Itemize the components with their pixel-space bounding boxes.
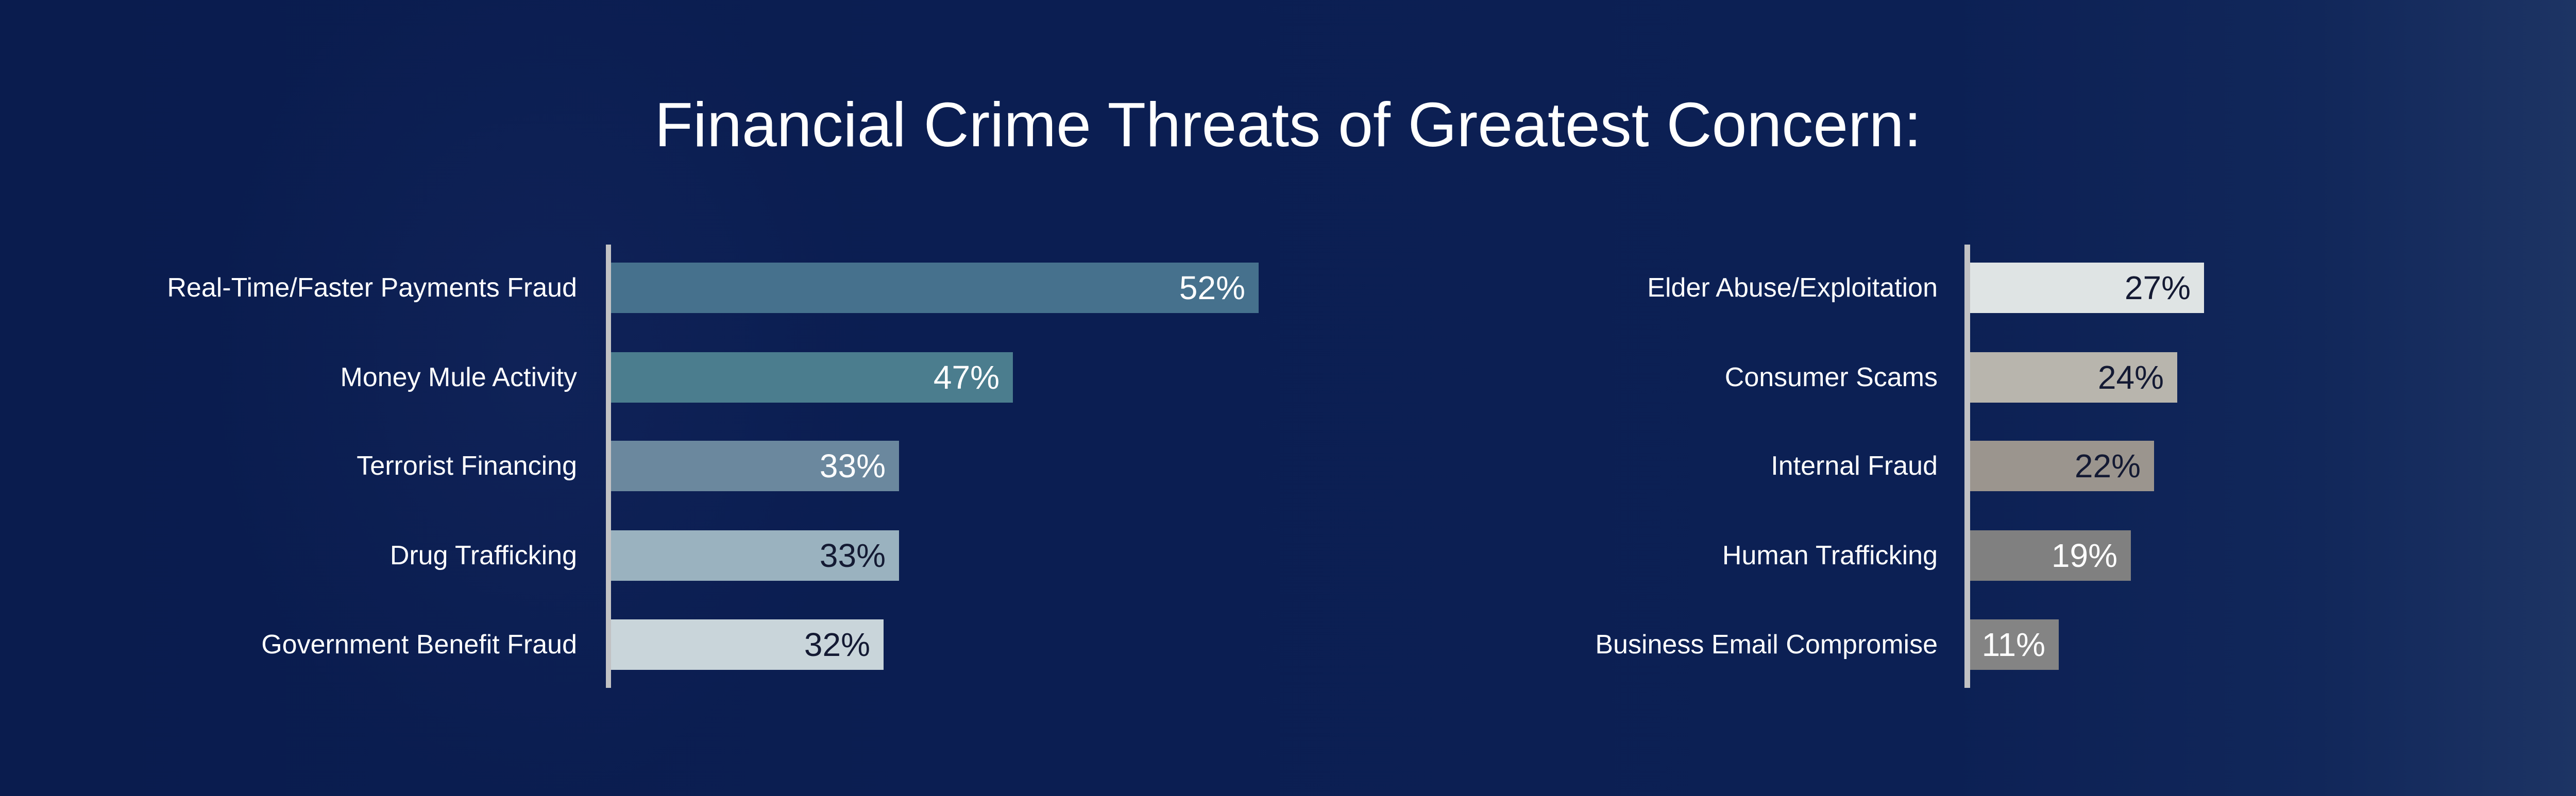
left-row-label: Drug Trafficking [389, 541, 577, 570]
left-axis-line [606, 245, 611, 688]
left-bar: 52% [611, 263, 1259, 313]
bar-value-label: 11% [1981, 626, 2045, 663]
left-row-label: Government Benefit Fraud [261, 630, 577, 660]
right-bar: 19% [1970, 530, 2131, 581]
bar-value-label: 33% [819, 537, 886, 574]
bar-value-label: 33% [819, 447, 886, 484]
bar-value-label: 27% [2124, 269, 2191, 306]
left-bar: 33% [611, 441, 899, 491]
right-row-label: Internal Fraud [1771, 451, 1938, 481]
right-bar: 11% [1970, 619, 2059, 670]
bar-value-label: 19% [2051, 537, 2117, 574]
right-row-label: Human Trafficking [1722, 541, 1938, 570]
right-axis-line [1964, 245, 1970, 688]
right-bar: 27% [1970, 263, 2204, 313]
left-row-label: Real-Time/Faster Payments Fraud [167, 273, 577, 303]
bar-value-label: 22% [2074, 447, 2141, 484]
bar-value-label: 52% [1179, 269, 1245, 306]
right-bar: 22% [1970, 441, 2154, 491]
bar-value-label: 47% [933, 359, 999, 396]
left-bar: 33% [611, 530, 899, 581]
left-row-label: Money Mule Activity [340, 362, 578, 392]
bar-value-label: 32% [804, 626, 870, 663]
left-bar: 47% [611, 352, 1013, 403]
right-row-label: Elder Abuse/Exploitation [1647, 273, 1938, 303]
left-row-label: Terrorist Financing [357, 451, 577, 481]
right-bar: 24% [1970, 352, 2177, 403]
right-row-label: Consumer Scams [1724, 362, 1938, 392]
bar-value-label: 24% [2097, 359, 2164, 396]
right-row-label: Business Email Compromise [1595, 630, 1938, 660]
left-bar: 32% [611, 619, 884, 670]
chart-title: Financial Crime Threats of Greatest Conc… [654, 90, 1922, 160]
